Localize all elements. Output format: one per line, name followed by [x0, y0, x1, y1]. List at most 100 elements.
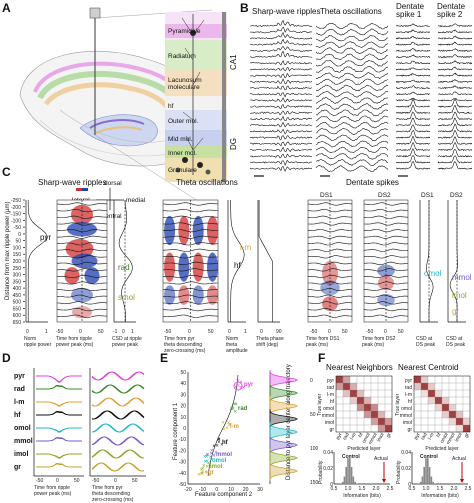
layer-pyramidale: Pyramidale	[168, 28, 201, 35]
f-cell	[427, 382, 436, 391]
d-trace-ripple	[36, 453, 82, 458]
f-cell	[455, 417, 464, 426]
f-hist-bar	[347, 458, 349, 484]
csd-blob	[322, 261, 338, 286]
f-col-label: rad	[420, 432, 429, 441]
csd-blob	[65, 239, 94, 259]
b-trace	[437, 85, 473, 90]
f-cell	[427, 417, 436, 426]
b-trace	[315, 115, 389, 123]
f-hist-xtick: 2.5	[387, 486, 394, 492]
b-trace	[250, 50, 313, 59]
compass-medial: medial	[126, 197, 146, 204]
f-hist-xtick: 2.0	[451, 486, 458, 492]
b-trace	[315, 146, 389, 154]
layer-lacunosum: Lacunosum moleculare	[168, 77, 202, 91]
c-xt-phase-1: 90	[276, 329, 282, 335]
e-xtick: -10	[199, 487, 206, 493]
e-point-mmol: ×	[209, 452, 213, 458]
f-cell	[427, 410, 436, 419]
f-cell	[420, 396, 429, 405]
f-cell	[434, 417, 443, 426]
c-tag-gr: gr	[452, 307, 459, 316]
e-point-omol: ×	[205, 455, 209, 461]
e-point-pyr: ×	[236, 383, 240, 389]
f-col-label: gr	[385, 432, 393, 439]
c-prof-theta-amp-curve	[230, 200, 245, 322]
e-xtick: 30	[257, 487, 263, 493]
e-label-omol: omol	[212, 458, 227, 464]
f-cell	[455, 389, 464, 398]
csd-blob	[64, 267, 80, 285]
b-trace	[437, 35, 473, 40]
b-trace	[437, 29, 473, 34]
csd-blob	[207, 285, 218, 305]
f-cell	[427, 389, 436, 398]
f-hist-xtick: 1.5	[437, 486, 444, 492]
f-ylabel: True layer	[317, 393, 323, 416]
e-point-rad: ×	[230, 407, 234, 413]
b-trace	[395, 99, 431, 108]
f-col-label: rad	[342, 432, 351, 441]
f-cell	[370, 417, 379, 426]
c-title-swr: Sharp-wave ripples	[38, 178, 106, 187]
f-cell	[413, 410, 422, 419]
f-cell	[441, 389, 450, 398]
f-cell	[349, 403, 358, 412]
f-cell	[356, 396, 365, 405]
c-xt-norm-0: 0	[26, 329, 29, 335]
f-row-label: mmol	[400, 413, 412, 419]
d-label-hf: hf	[14, 412, 21, 419]
b-trace	[395, 29, 431, 34]
d-xlabel-right: Time from pyr theta descending zero-crossi…	[92, 485, 134, 503]
c-ytick: 300	[13, 273, 22, 279]
c-ytick: 150	[13, 252, 22, 258]
f-cell	[413, 403, 422, 412]
f-col-label: imol	[454, 432, 464, 443]
b-title-ds2: Dentate spike 2	[437, 2, 466, 19]
c-xlabel-theta-time: Time from pyr theta descending zero-crossi…	[164, 336, 206, 354]
b-trace	[249, 72, 313, 79]
c-xlabel-ds1-time: Time from DS1 peak (ms)	[306, 336, 340, 348]
f-cell	[413, 417, 422, 426]
b-trace	[315, 23, 389, 30]
e-point-gr: ×	[205, 470, 209, 476]
f-matrices: pyrpyrradradl-ml-mhfhfomolomolmmolmmolim…	[317, 375, 471, 452]
e-point-gr: ×	[204, 470, 208, 476]
f-cell	[335, 396, 344, 405]
f-cell	[377, 403, 386, 412]
f-cell	[342, 375, 351, 384]
b-trace	[315, 47, 389, 55]
f-xlabel: Predicted layer	[425, 446, 459, 452]
e-point-rad: ×	[234, 402, 238, 408]
c-heatmap-swr	[56, 199, 108, 323]
e-side-dist-gr	[269, 460, 298, 482]
f-hist-nc: Control Actual 0.5 1.0 1.5 2.0 2.5 0 0.02 0.04 Pro…	[396, 450, 472, 499]
b-trace	[437, 142, 473, 152]
f-cell	[377, 417, 386, 426]
csd-blob	[84, 267, 100, 285]
e-side-distributions: 0 50 100 150	[269, 369, 319, 486]
b-trace	[315, 152, 389, 160]
b-trace	[437, 72, 473, 77]
e-label-lm: l-m	[230, 424, 239, 430]
d-trace-ripple	[36, 463, 82, 468]
lfp-trace	[363, 268, 409, 272]
e-side-dist-lm	[269, 395, 298, 417]
c-tag-hf: hf	[234, 261, 241, 270]
b-trace	[438, 23, 473, 28]
f-cell	[441, 424, 450, 433]
f-row-label: imol	[325, 420, 334, 426]
d-label-pyr: pyr	[14, 373, 25, 380]
f-cell	[377, 424, 386, 433]
f-cell	[384, 417, 393, 426]
f-cell	[462, 410, 471, 419]
e-label-mmol: mmol	[216, 452, 232, 458]
d-xt-l0: -50	[36, 478, 43, 484]
d-trace-ripple	[36, 463, 82, 468]
e-ytick: -40	[179, 471, 186, 477]
f-cell	[335, 424, 344, 433]
d-trace-theta	[91, 384, 145, 394]
panel-e: E Feature component 1 Feature component …	[160, 351, 319, 498]
c-title-ds: Dentate spikes	[346, 178, 399, 187]
